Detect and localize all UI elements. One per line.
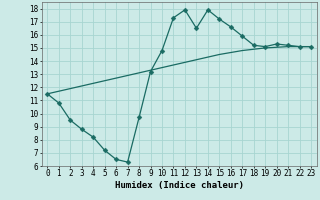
X-axis label: Humidex (Indice chaleur): Humidex (Indice chaleur) <box>115 181 244 190</box>
